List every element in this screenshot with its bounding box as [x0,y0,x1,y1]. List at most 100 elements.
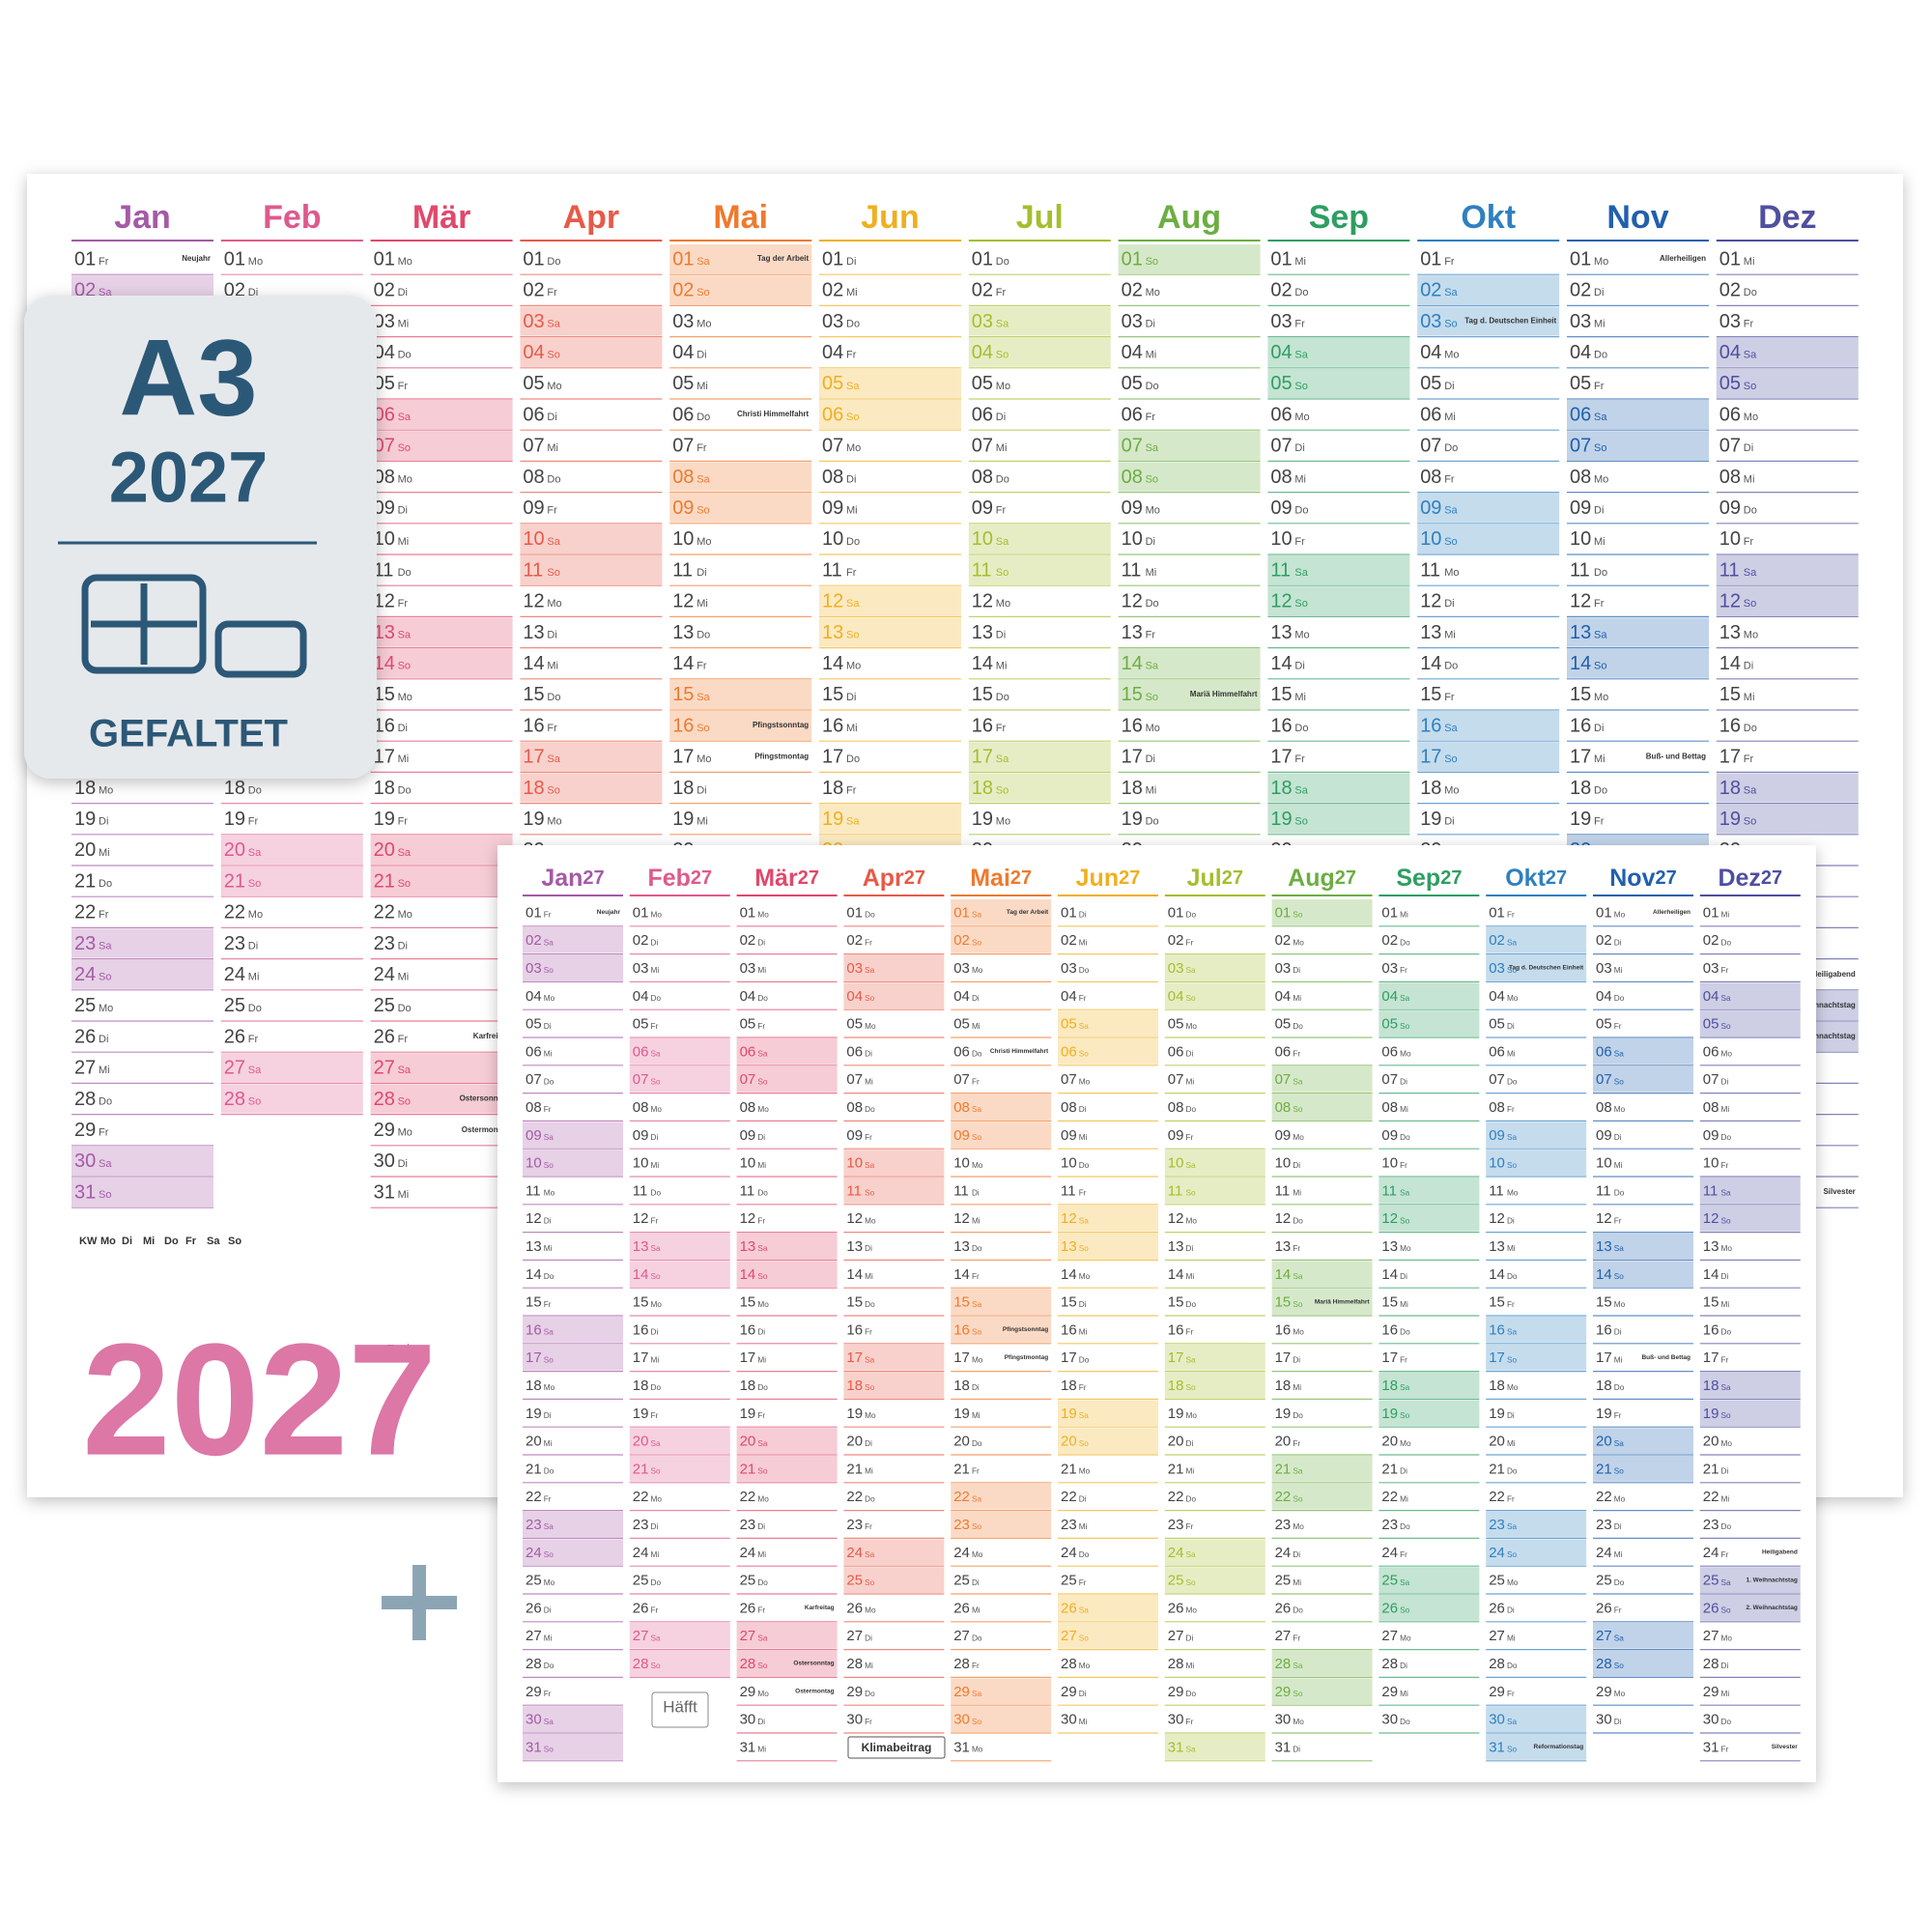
weekend-cell [629,1065,730,1093]
day-number: 24 [1703,1545,1719,1561]
day-number: 18 [1719,778,1741,799]
day-number: 13 [1270,622,1292,643]
day-number: 29 [740,1684,756,1700]
weekday: Di [544,1606,552,1615]
weekend-cell [736,1261,838,1288]
weekday: Mi [757,1355,766,1364]
weekday: So [996,784,1009,796]
weekend-cell [1417,275,1560,305]
weekday: Sa [1744,784,1757,796]
day-number: 11 [1489,1182,1504,1199]
weekday: Mo [398,473,412,485]
day-number: 06 [1489,1043,1505,1060]
folded-icon-large [81,574,207,674]
day-number: 11 [972,559,992,581]
weekday: Fr [651,1022,659,1031]
day-number: 06 [1703,1043,1719,1060]
day-number: 08 [1061,1099,1077,1116]
day-number: 28 [1489,1656,1505,1672]
day-number: 18 [846,1378,863,1394]
day-number: 24 [1168,1545,1184,1561]
weekend-cell [523,1122,623,1149]
holiday-note: Karfreitag [473,1032,510,1040]
weekday: Mo [972,1161,983,1170]
weekend-cell [1058,1595,1158,1621]
weekend-cell [819,586,961,616]
day-number: 09 [846,1127,863,1144]
day-number: 10 [1420,528,1441,550]
weekday: Di [398,287,408,298]
weekend-cell [951,1122,1052,1149]
day-number: 16 [972,715,993,736]
holiday-note: Silvester [1823,1187,1855,1196]
day-number: 12 [1168,1210,1184,1227]
weekday: Do [651,994,662,1003]
badge-label: GEFALTET [89,713,288,755]
weekday: Fr [1507,1690,1515,1698]
day-number: 03 [672,311,694,332]
weekday: Di [996,412,1006,423]
weekday: So [972,938,982,947]
day-number: 01 [74,248,96,270]
weekday: So [99,972,111,983]
day-number: 02 [1381,932,1398,949]
holiday-note: Neujahr [182,254,211,263]
day-number: 30 [74,1151,96,1172]
weekday: Sa [1444,723,1458,734]
weekday: Fr [1186,1718,1194,1726]
weekday: Mo [846,661,861,672]
day-number: 18 [526,1378,542,1394]
day-number: 17 [633,1350,649,1366]
weekday: Mi [1507,1244,1516,1253]
day-number: 05 [526,1016,542,1033]
weekday: So [544,1746,554,1754]
weekend-cell [843,1539,945,1566]
day-number: 10 [1703,1155,1719,1172]
day-number: 16 [1719,715,1741,736]
day-number: 01 [953,904,970,921]
weekday: Fr [398,1034,409,1045]
weekday: Do [996,692,1009,703]
day-number: 03 [526,960,542,977]
weekday: Do [1594,567,1607,579]
day-number: 19 [74,809,96,830]
weekend-cell [1593,1233,1693,1260]
weekday: Mi [696,816,708,828]
day-number: 28 [1703,1656,1719,1672]
day-number: 14 [1061,1266,1077,1283]
weekday: Di [757,1522,765,1531]
weekday: Mi [544,1050,553,1059]
weekday: Sa [1079,1022,1090,1031]
weekday: Di [1186,1439,1194,1448]
weekday: Do [865,1105,875,1114]
weekday: Do [1744,287,1757,298]
weekday: Di [1507,1606,1515,1615]
weekday: Do [1186,1494,1197,1503]
weekday: Mo [696,753,711,765]
weekday: Mo [696,536,711,548]
day-number: 30 [740,1712,756,1728]
weekday: Mi [544,1634,553,1642]
month-header: Mär27 [754,865,819,892]
weekday: So [1400,1022,1410,1031]
weekday: Sa [1444,505,1458,517]
weekend-cell [951,1706,1052,1732]
weekday: Mi [1594,536,1605,548]
weekday: Sa [696,256,710,268]
day-number: 11 [1719,559,1740,581]
weekday: Fr [544,1494,552,1503]
weekday: Fr [1294,318,1305,329]
day-number: 08 [1489,1099,1505,1116]
weekend-cell [1699,1205,1801,1232]
day-number: 24 [846,1545,863,1561]
day-number: 11 [1168,1182,1183,1199]
day-number: 10 [526,1155,542,1172]
weekday: Mi [651,1161,660,1170]
weekday: Di [846,692,856,703]
day-number: 23 [374,933,395,954]
weekday: Mo [1294,412,1309,423]
day-number: 06 [1270,404,1292,425]
weekday: Mo [248,909,263,921]
weekday: Di [757,1328,765,1337]
weekday: Do [547,256,560,268]
